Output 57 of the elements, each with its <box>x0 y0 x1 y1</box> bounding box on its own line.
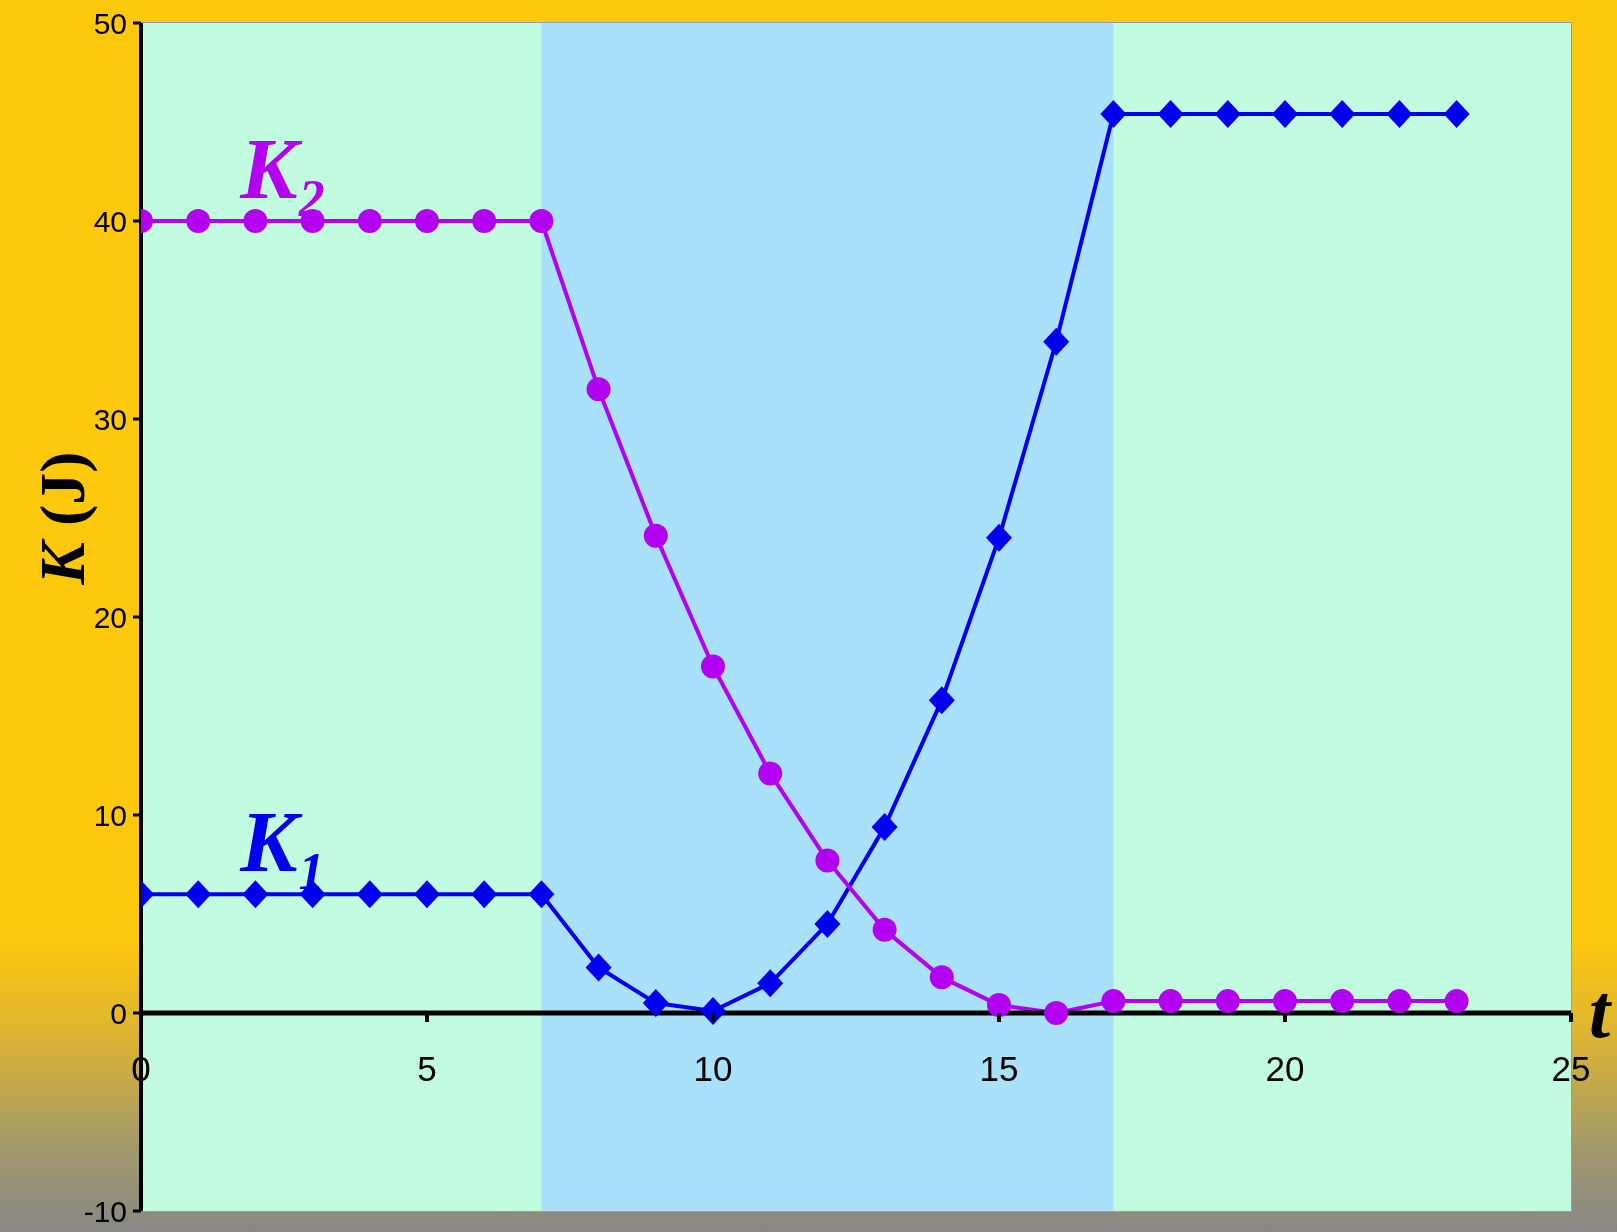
point <box>414 880 440 909</box>
point <box>1158 989 1183 1014</box>
y-tick-label: 30 <box>93 402 127 436</box>
point <box>185 880 212 909</box>
point <box>1443 100 1470 129</box>
point <box>1100 100 1127 129</box>
y-tick-label: 40 <box>93 204 127 238</box>
point <box>929 965 954 990</box>
point <box>872 917 897 942</box>
point <box>1157 100 1184 129</box>
point <box>528 880 555 909</box>
x-axis-title: t <box>1589 969 1613 1053</box>
point <box>472 209 497 233</box>
point <box>1272 100 1298 129</box>
point <box>1329 100 1356 129</box>
point <box>700 997 726 1026</box>
point <box>1386 100 1413 129</box>
y-tick-label: 0 <box>110 996 127 1030</box>
point <box>1387 989 1412 1014</box>
point <box>471 880 498 909</box>
point <box>586 377 611 402</box>
y-tick-label: 20 <box>93 600 127 634</box>
point <box>757 969 784 998</box>
x-tick-label: 10 <box>693 1049 733 1088</box>
x-tick-label: 15 <box>979 1049 1019 1088</box>
point <box>1215 989 1240 1014</box>
point <box>415 209 439 233</box>
point <box>815 848 840 873</box>
point <box>1044 1001 1069 1025</box>
point <box>987 993 1011 1018</box>
point <box>529 209 554 233</box>
point <box>643 523 668 548</box>
y-tick-label: -10 <box>83 1194 127 1228</box>
point <box>642 989 669 1018</box>
y-tick-label: 50 <box>93 6 127 40</box>
point <box>1101 989 1126 1014</box>
point <box>701 654 725 679</box>
point <box>186 209 211 233</box>
x-tick-label: 20 <box>1265 1049 1305 1088</box>
point <box>1043 327 1070 356</box>
point <box>986 523 1012 552</box>
point <box>1330 989 1355 1014</box>
point <box>814 909 841 938</box>
point <box>871 812 898 841</box>
point <box>1273 989 1297 1014</box>
x-tick-label: 5 <box>417 1049 437 1088</box>
point <box>1444 989 1469 1014</box>
series-label: K₂ <box>239 121 328 217</box>
y-axis-title: K (J) <box>27 451 98 586</box>
series-label: K₁ <box>239 794 328 891</box>
point <box>758 761 783 786</box>
point <box>585 953 612 982</box>
y-tick-label: 10 <box>93 798 127 832</box>
point <box>356 880 383 909</box>
point <box>1214 100 1241 129</box>
point <box>928 686 955 715</box>
point <box>357 209 382 233</box>
